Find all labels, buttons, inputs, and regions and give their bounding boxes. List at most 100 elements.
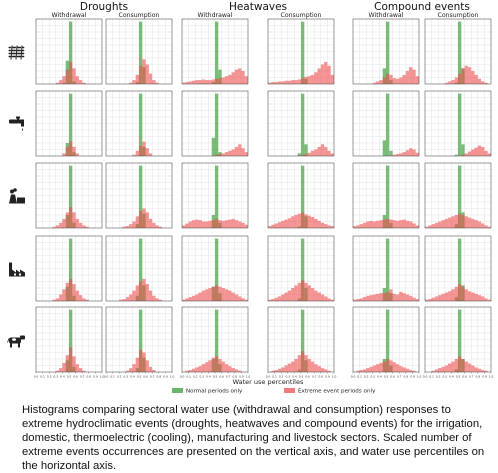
- extreme-bar: [75, 218, 79, 228]
- extreme-bar: [382, 77, 386, 84]
- legend-swatch-extreme: [284, 388, 295, 393]
- extreme-bar: [310, 361, 315, 372]
- extreme-bar: [191, 80, 196, 84]
- normal-bar: [215, 93, 219, 156]
- extreme-bar: [379, 80, 383, 84]
- extreme-bar: [145, 360, 149, 372]
- x-tick-label: 0.5: [213, 375, 218, 379]
- column-title: Consumption: [119, 12, 160, 19]
- extreme-bar: [324, 296, 328, 301]
- x-tick-label: 0.0: [266, 375, 271, 379]
- extreme-bar: [287, 363, 292, 372]
- extreme-bar: [69, 61, 73, 84]
- extreme-bar: [234, 69, 239, 84]
- extreme-bar: [471, 292, 475, 301]
- x-tick-label: 0.1: [357, 375, 362, 379]
- extreme-bar: [211, 286, 215, 301]
- extreme-bar: [451, 289, 455, 301]
- extreme-bar: [78, 368, 83, 372]
- extreme-bar: [327, 65, 331, 84]
- x-tick-label: 0.1: [40, 375, 45, 379]
- extreme-bar: [198, 366, 202, 372]
- extreme-bar: [484, 82, 488, 84]
- extreme-bar: [366, 368, 370, 372]
- x-tick-label: 0.2: [117, 375, 122, 379]
- extreme-bar: [244, 299, 248, 301]
- extreme-bar: [448, 217, 452, 228]
- extreme-bar: [188, 297, 192, 301]
- extreme-bar: [392, 293, 396, 301]
- extreme-bar: [301, 212, 305, 228]
- extreme-bar: [59, 222, 63, 228]
- extreme-bar: [412, 297, 416, 301]
- extreme-bar: [304, 214, 308, 228]
- extreme-bar: [148, 218, 153, 228]
- extreme-bar: [458, 213, 462, 228]
- extreme-bar: [467, 217, 472, 228]
- extreme-bar: [69, 141, 73, 156]
- x-tick-label: 0.6: [390, 375, 395, 379]
- extreme-bar: [139, 349, 143, 372]
- extreme-bar: [208, 360, 212, 372]
- extreme-bar: [481, 146, 485, 156]
- extreme-bar: [330, 226, 334, 228]
- x-tick-label: 0.6: [73, 375, 78, 379]
- extreme-bar: [467, 363, 472, 372]
- x-tick-label: 0.9: [163, 375, 168, 379]
- normal-bar: [301, 238, 305, 301]
- extreme-bar: [438, 295, 442, 301]
- extreme-bar: [69, 278, 73, 301]
- extreme-bar: [277, 296, 282, 301]
- extreme-bar: [399, 77, 403, 84]
- extreme-bar: [487, 153, 491, 156]
- x-tick-label: 0.2: [193, 375, 198, 379]
- extreme-bar: [359, 224, 363, 228]
- extreme-bar: [221, 288, 225, 301]
- x-axis-label: Water use percentiles: [233, 378, 304, 386]
- extreme-bar: [208, 288, 212, 301]
- extreme-bar: [444, 292, 449, 301]
- normal-bar: [218, 69, 222, 84]
- extreme-bar: [198, 220, 202, 228]
- histogram-panel: [267, 18, 335, 85]
- x-tick-label: 1.0: [170, 375, 175, 379]
- normal-bar: [386, 309, 390, 372]
- extreme-bar: [238, 221, 242, 228]
- extreme-bar: [409, 221, 413, 228]
- extreme-bar: [372, 82, 377, 84]
- extreme-bar: [75, 364, 79, 372]
- extreme-bar: [474, 220, 478, 228]
- panel-frame: [181, 90, 249, 157]
- extreme-bar: [228, 74, 232, 84]
- extreme-bar: [409, 67, 413, 84]
- extreme-bar: [148, 73, 153, 84]
- normal-bar: [215, 309, 219, 372]
- x-tick-label: 0.8: [475, 375, 480, 379]
- extreme-bar: [320, 144, 325, 156]
- extreme-bar: [386, 291, 390, 301]
- normal-bar: [301, 309, 305, 372]
- extreme-bar: [294, 359, 298, 372]
- extreme-bar: [274, 297, 278, 301]
- extreme-bar: [304, 355, 308, 372]
- extreme-bar: [314, 218, 318, 228]
- normal-bar: [301, 21, 305, 85]
- extreme-bar: [382, 293, 386, 301]
- extreme-bar: [52, 299, 56, 301]
- extreme-bar: [244, 76, 248, 84]
- extreme-bar: [324, 61, 328, 84]
- extreme-bar: [362, 222, 367, 228]
- extreme-bar: [65, 282, 69, 301]
- x-tick-label: 0.8: [403, 375, 408, 379]
- histogram-panel: [35, 235, 103, 302]
- extreme-bar: [434, 369, 439, 372]
- normal-bar: [304, 144, 308, 156]
- histogram-panel: [105, 235, 173, 302]
- extreme-bar: [307, 215, 311, 228]
- extreme-bar: [395, 364, 400, 372]
- x-tick-label: 0.9: [325, 375, 330, 379]
- extreme-bar: [382, 219, 386, 228]
- extreme-bar: [215, 356, 219, 372]
- x-tick-label: 0.1: [110, 375, 115, 379]
- extreme-bar: [284, 365, 288, 372]
